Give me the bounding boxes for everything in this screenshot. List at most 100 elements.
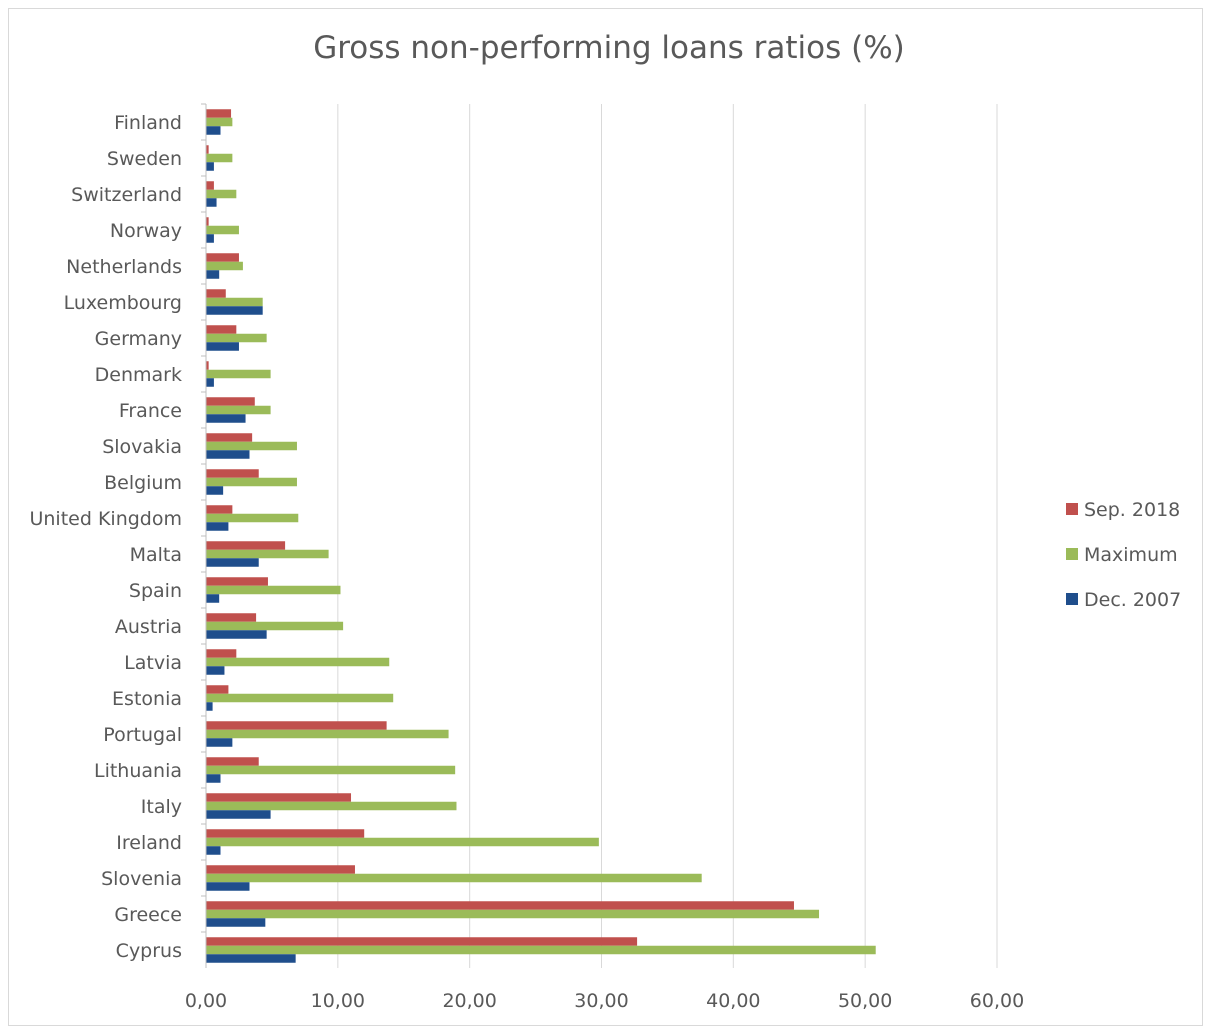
bar xyxy=(206,937,638,946)
y-tick-label: Finland xyxy=(114,112,182,134)
bar xyxy=(206,522,229,531)
x-tick-label: 20,00 xyxy=(442,990,496,1012)
bar xyxy=(206,793,352,802)
bar xyxy=(206,829,365,838)
bar xyxy=(206,234,214,243)
bar xyxy=(206,837,599,847)
chart-title: Gross non-performing loans ratios (%) xyxy=(313,30,905,66)
bar xyxy=(206,441,297,451)
bar xyxy=(206,189,237,199)
y-tick-label: United Kingdom xyxy=(29,508,182,530)
bar xyxy=(206,810,271,819)
y-tick-label: Sweden xyxy=(107,148,182,170)
bar xyxy=(206,333,267,343)
bar xyxy=(206,873,702,883)
bar xyxy=(206,882,250,891)
bar xyxy=(206,342,239,351)
bar xyxy=(206,162,214,171)
x-tick-label: 40,00 xyxy=(706,990,760,1012)
x-tick-label: 0,00 xyxy=(185,990,227,1012)
bar xyxy=(206,774,221,783)
y-tick-label: Slovenia xyxy=(101,868,182,890)
bar xyxy=(206,954,296,963)
y-tick-label: Denmark xyxy=(95,364,182,386)
bar xyxy=(206,685,229,694)
bar xyxy=(206,613,257,622)
bar xyxy=(206,541,286,550)
bar xyxy=(206,433,253,442)
bar xyxy=(206,585,341,595)
bar xyxy=(206,153,233,163)
bar xyxy=(206,225,239,235)
y-tick-label: Portugal xyxy=(103,724,182,746)
bar xyxy=(206,469,259,478)
bar xyxy=(206,729,449,739)
y-tick-label: Latvia xyxy=(124,652,182,674)
y-tick-label: Malta xyxy=(130,544,182,566)
bar xyxy=(206,477,297,487)
bar xyxy=(206,405,271,415)
bar xyxy=(206,289,226,298)
bar xyxy=(206,261,243,271)
bar xyxy=(206,397,255,406)
bar xyxy=(206,693,394,703)
y-tick-label: Estonia xyxy=(112,688,182,710)
x-tick-label: 60,00 xyxy=(970,990,1024,1012)
y-tick-label: Cyprus xyxy=(116,940,182,962)
bar xyxy=(206,945,876,955)
bar xyxy=(206,765,456,775)
x-tick-label: 30,00 xyxy=(574,990,628,1012)
legend-label: Maximum xyxy=(1084,544,1178,566)
legend-swatch xyxy=(1066,548,1078,560)
y-tick-label: Ireland xyxy=(116,832,182,854)
bar xyxy=(206,901,794,910)
bar xyxy=(206,325,237,334)
legend-label: Dec. 2007 xyxy=(1084,589,1181,611)
bar xyxy=(206,378,214,387)
gridlines xyxy=(337,104,998,968)
y-tick-label: Greece xyxy=(114,904,182,926)
bar xyxy=(206,450,250,459)
bar xyxy=(206,253,239,262)
bar xyxy=(206,117,233,127)
bar xyxy=(206,198,217,207)
bar xyxy=(206,757,259,766)
x-tick-label: 10,00 xyxy=(311,990,365,1012)
bar xyxy=(206,738,233,747)
bar xyxy=(206,577,268,586)
bar xyxy=(206,702,213,711)
bar xyxy=(206,181,214,190)
bar xyxy=(206,217,209,226)
bar xyxy=(206,369,271,379)
y-tick-label: France xyxy=(119,400,182,422)
bar xyxy=(206,649,237,658)
axes: 0,00 10,00 20,00 30,00 40,00 50,00 60,00 Finlan… xyxy=(29,103,1024,1012)
legend-swatch xyxy=(1066,503,1078,515)
bar xyxy=(206,918,266,927)
legend: Sep. 2018 Maximum Dec. 2007 xyxy=(1066,499,1181,611)
bar xyxy=(206,361,209,370)
y-tick-label: Netherlands xyxy=(66,256,182,278)
legend-swatch xyxy=(1066,593,1078,605)
bar xyxy=(206,621,344,631)
y-tick-label: Lithuania xyxy=(94,760,182,782)
x-tick-label: 50,00 xyxy=(838,990,892,1012)
bar xyxy=(206,666,225,675)
bar xyxy=(206,414,246,423)
bar xyxy=(206,558,259,567)
y-tick-label: Austria xyxy=(115,616,182,638)
bar xyxy=(206,297,263,307)
legend-label: Sep. 2018 xyxy=(1084,499,1180,521)
y-tick-label: Germany xyxy=(95,328,182,350)
bar xyxy=(206,505,233,514)
y-tick-label: Norway xyxy=(110,220,182,242)
bar xyxy=(206,486,224,495)
y-tick-label: Spain xyxy=(129,580,182,602)
y-tick-label: Slovakia xyxy=(102,436,182,458)
bar xyxy=(206,109,232,118)
bar xyxy=(206,270,220,279)
bar xyxy=(206,657,390,667)
bar xyxy=(206,549,329,559)
bar xyxy=(206,145,209,154)
